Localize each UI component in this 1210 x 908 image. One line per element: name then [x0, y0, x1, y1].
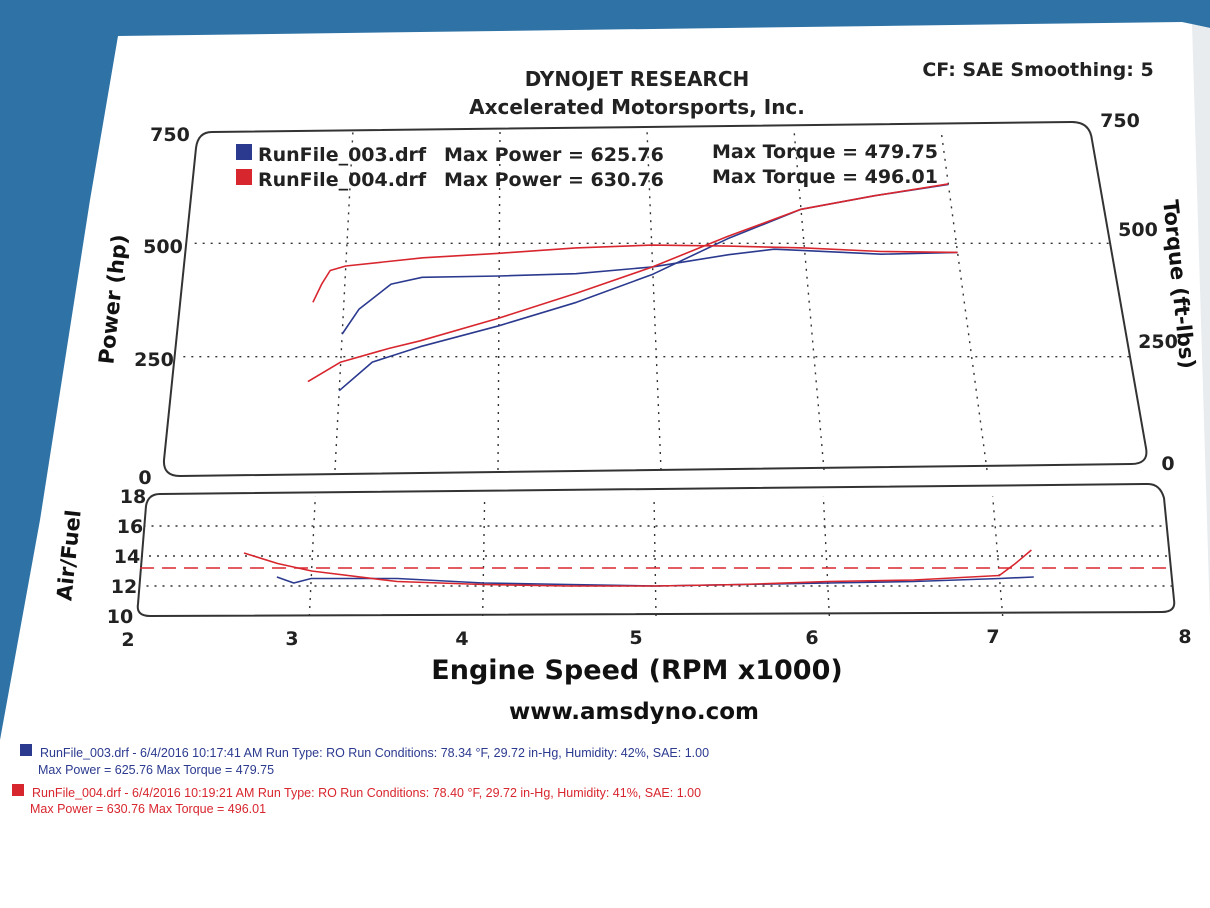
power-grid	[183, 129, 1130, 471]
power-panel-frame	[162, 120, 1148, 478]
torque-y-ticks: 750 500 250 0	[1100, 110, 1178, 475]
shop-title: Axcelerated Motorsports, Inc.	[469, 95, 805, 119]
afr-grid	[138, 495, 1173, 617]
afr-tick-16: 16	[117, 516, 143, 538]
run-details: RunFile_003.drf - 6/4/2016 10:17:41 AM R…	[12, 744, 709, 816]
x-tick-7: 7	[986, 626, 999, 648]
afr-panel-frame	[136, 482, 1176, 618]
afr-tick-10: 10	[107, 606, 133, 628]
afr-lines	[243, 549, 1034, 587]
website-label: www.amsdyno.com	[509, 699, 759, 725]
power-tick-750: 750	[150, 124, 190, 146]
series-power-line-run2	[307, 183, 949, 383]
footer-swatch-run1	[20, 744, 32, 756]
legend-swatch-run2	[236, 169, 252, 185]
legend-run1-name: RunFile_003.drf	[258, 144, 427, 166]
paper-edge-shadow	[1182, 22, 1210, 620]
footer-run2-line2: Max Power = 630.76 Max Torque = 496.01	[30, 802, 266, 816]
settings-label: CF: SAE Smoothing: 5	[922, 59, 1153, 81]
company-title: DYNOJET RESEARCH	[525, 67, 750, 91]
footer-swatch-run2	[12, 784, 24, 796]
power-tick-500: 500	[143, 236, 183, 258]
legend-run2-torque: Max Torque = 496.01	[712, 166, 938, 188]
legend-run2-power: Max Power = 630.76	[444, 169, 664, 191]
x-tick-2: 2	[121, 629, 134, 651]
legend-swatch-run1	[236, 144, 252, 160]
grid-vline-main	[646, 129, 662, 471]
air-fuel-panel: 18 16 14 12 10 Air/Fuel	[52, 482, 1176, 628]
grid-vline-main	[940, 129, 988, 471]
afr-y-ticks: 18 16 14 12 10	[107, 486, 146, 628]
x-tick-3: 3	[285, 628, 298, 650]
torque-tick-250: 250	[1138, 331, 1178, 353]
footer-run1-line1: RunFile_003.drf - 6/4/2016 10:17:41 AM R…	[40, 746, 709, 760]
afr-tick-14: 14	[114, 546, 140, 568]
torque-tick-0: 0	[1161, 453, 1174, 475]
series-torque-line-run2	[312, 244, 958, 303]
x-tick-8: 8	[1178, 626, 1191, 648]
grid-vline-main	[497, 129, 501, 471]
grid-vline-main	[334, 129, 354, 471]
footer-run1-line2: Max Power = 625.76 Max Torque = 479.75	[38, 763, 274, 777]
power-torque-lines	[307, 183, 958, 392]
torque-tick-750: 750	[1100, 110, 1140, 132]
legend-run1-power: Max Power = 625.76	[444, 144, 664, 166]
footer-run2-line1: RunFile_004.drf - 6/4/2016 10:19:21 AM R…	[32, 786, 701, 800]
grid-vline-main	[793, 129, 825, 471]
x-tick-4: 4	[455, 628, 468, 650]
x-axis-label: Engine Speed (RPM x1000)	[431, 655, 842, 686]
series-torque-line-run1	[341, 248, 958, 335]
x-tick-5: 5	[629, 627, 642, 649]
afr-tick-12: 12	[111, 576, 137, 598]
x-axis-ticks: 2 3 4 5 6 7 8	[121, 626, 1191, 651]
legend: RunFile_003.drf Max Power = 625.76 Max T…	[236, 141, 938, 191]
x-tick-6: 6	[805, 627, 818, 649]
power-tick-250: 250	[134, 349, 174, 371]
afr-tick-18: 18	[120, 486, 146, 508]
legend-run2-name: RunFile_004.drf	[258, 169, 427, 191]
torque-tick-500: 500	[1118, 219, 1158, 241]
afr-line-run2	[243, 549, 1032, 587]
legend-run1-torque: Max Torque = 479.75	[712, 141, 938, 163]
power-y-ticks: 750 500 250 0	[134, 124, 190, 489]
power-tick-0: 0	[138, 467, 151, 489]
